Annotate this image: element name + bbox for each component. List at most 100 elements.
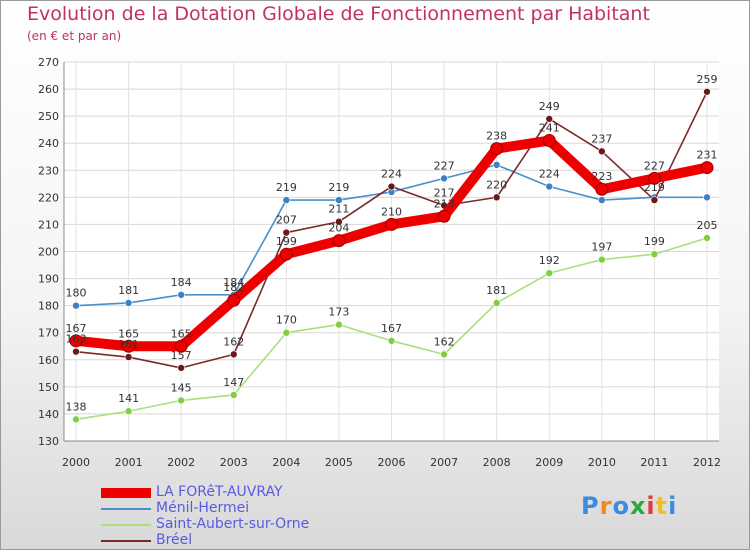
data-point (650, 196, 659, 204)
x-tick-label: 2004 (272, 456, 300, 469)
data-label: 217 (434, 186, 455, 199)
data-point (174, 339, 188, 353)
data-point (595, 182, 609, 196)
data-label: 163 (66, 333, 87, 346)
data-label: 147 (223, 376, 244, 389)
data-label: 238 (486, 130, 507, 143)
data-label: 181 (486, 284, 507, 297)
data-point (282, 328, 291, 337)
data-label: 180 (66, 287, 87, 300)
data-point (490, 142, 504, 156)
data-label: 173 (328, 306, 349, 319)
x-tick-label: 2012 (693, 456, 721, 469)
data-point (703, 234, 711, 242)
data-label: 184 (223, 276, 244, 289)
data-label: 199 (644, 235, 665, 248)
y-tick-label: 190 (38, 273, 59, 286)
data-point (385, 217, 398, 231)
y-tick-label: 150 (38, 381, 59, 394)
legend-label-saint-aubert: Saint-Aubert-sur-Orne (156, 516, 310, 532)
legend-label-forest-auvray: LA FORêT-AUVRAY (156, 484, 283, 500)
logo-letter: i (668, 492, 678, 520)
x-tick-label: 2001 (115, 456, 143, 469)
x-tick-label: 2010 (588, 456, 616, 469)
data-point (440, 350, 448, 359)
legend-label-breel: Bréel (156, 532, 193, 548)
data-point (598, 196, 606, 204)
legend-swatch-forest-auvray (101, 488, 151, 498)
data-point (177, 396, 185, 405)
legend-swatch-breel (101, 540, 151, 542)
x-tick-label: 2005 (325, 456, 353, 469)
y-tick-label: 170 (38, 327, 59, 340)
data-point (69, 334, 83, 348)
data-label: 224 (381, 168, 402, 181)
data-point (282, 228, 291, 237)
logo-letter: t (655, 492, 669, 520)
data-point (124, 299, 133, 307)
y-tick-label: 130 (38, 435, 59, 448)
y-tick-label: 160 (38, 354, 59, 367)
legend-label-menil-hermei: Ménil-Hermei (156, 500, 250, 516)
data-point (703, 193, 711, 202)
data-point (387, 337, 396, 345)
data-label: 192 (539, 254, 560, 267)
data-point (124, 407, 133, 416)
data-label: 197 (591, 241, 612, 254)
y-tick-label: 240 (38, 137, 59, 150)
data-label: 141 (118, 392, 139, 405)
legend-item: Bréel (101, 532, 401, 549)
data-point (282, 196, 291, 204)
data-point (700, 161, 714, 175)
data-label: 165 (171, 327, 192, 340)
data-label: 227 (644, 159, 665, 172)
y-tick-label: 220 (38, 191, 59, 204)
legend-item: LA FORêT-AUVRAY (101, 484, 401, 501)
data-label: 219 (328, 181, 349, 194)
chart-legend: LA FORêT-AUVRAY Ménil-Hermei Saint-Auber… (101, 484, 401, 549)
x-tick-label: 2011 (640, 456, 668, 469)
data-point (227, 293, 241, 307)
logo-letter: i (646, 492, 656, 520)
chart-subtitle: (en € et par an) (27, 29, 122, 43)
logo-letter: o (612, 492, 630, 520)
data-point (335, 217, 343, 226)
data-point (124, 353, 133, 361)
data-label: 204 (328, 222, 349, 235)
data-label: 259 (697, 73, 718, 86)
data-label: 227 (434, 159, 455, 172)
data-point (650, 250, 659, 259)
data-label: 157 (171, 349, 192, 362)
logo-letter: x (629, 492, 647, 520)
x-tick-label: 2008 (483, 456, 511, 469)
data-point (492, 193, 501, 202)
data-label: 241 (539, 122, 560, 135)
data-point (545, 269, 554, 277)
data-point (437, 209, 451, 223)
data-point (177, 291, 185, 299)
legend-item: Saint-Aubert-sur-Orne (101, 516, 401, 533)
data-label: 213 (434, 197, 455, 210)
data-point (335, 196, 343, 204)
data-point (492, 161, 501, 169)
chart-title: Evolution de la Dotation Globale de Fonc… (27, 3, 650, 25)
data-label: 138 (66, 400, 87, 413)
data-label: 165 (118, 327, 139, 340)
x-tick-label: 2009 (535, 456, 563, 469)
x-tick-label: 2003 (220, 456, 248, 469)
data-label: 167 (381, 322, 402, 335)
data-label: 219 (644, 181, 665, 194)
data-point (72, 347, 80, 356)
legend-item: Ménil-Hermei (101, 500, 401, 517)
data-label: 161 (118, 338, 139, 351)
data-point (598, 147, 606, 156)
data-point (279, 247, 293, 261)
data-label: 199 (276, 235, 297, 248)
data-label: 220 (486, 178, 507, 191)
data-point (440, 174, 448, 183)
y-tick-label: 260 (38, 83, 59, 96)
proxiti-logo: Proxiti (581, 492, 677, 520)
data-label: 205 (697, 219, 718, 232)
y-tick-label: 210 (38, 218, 59, 231)
